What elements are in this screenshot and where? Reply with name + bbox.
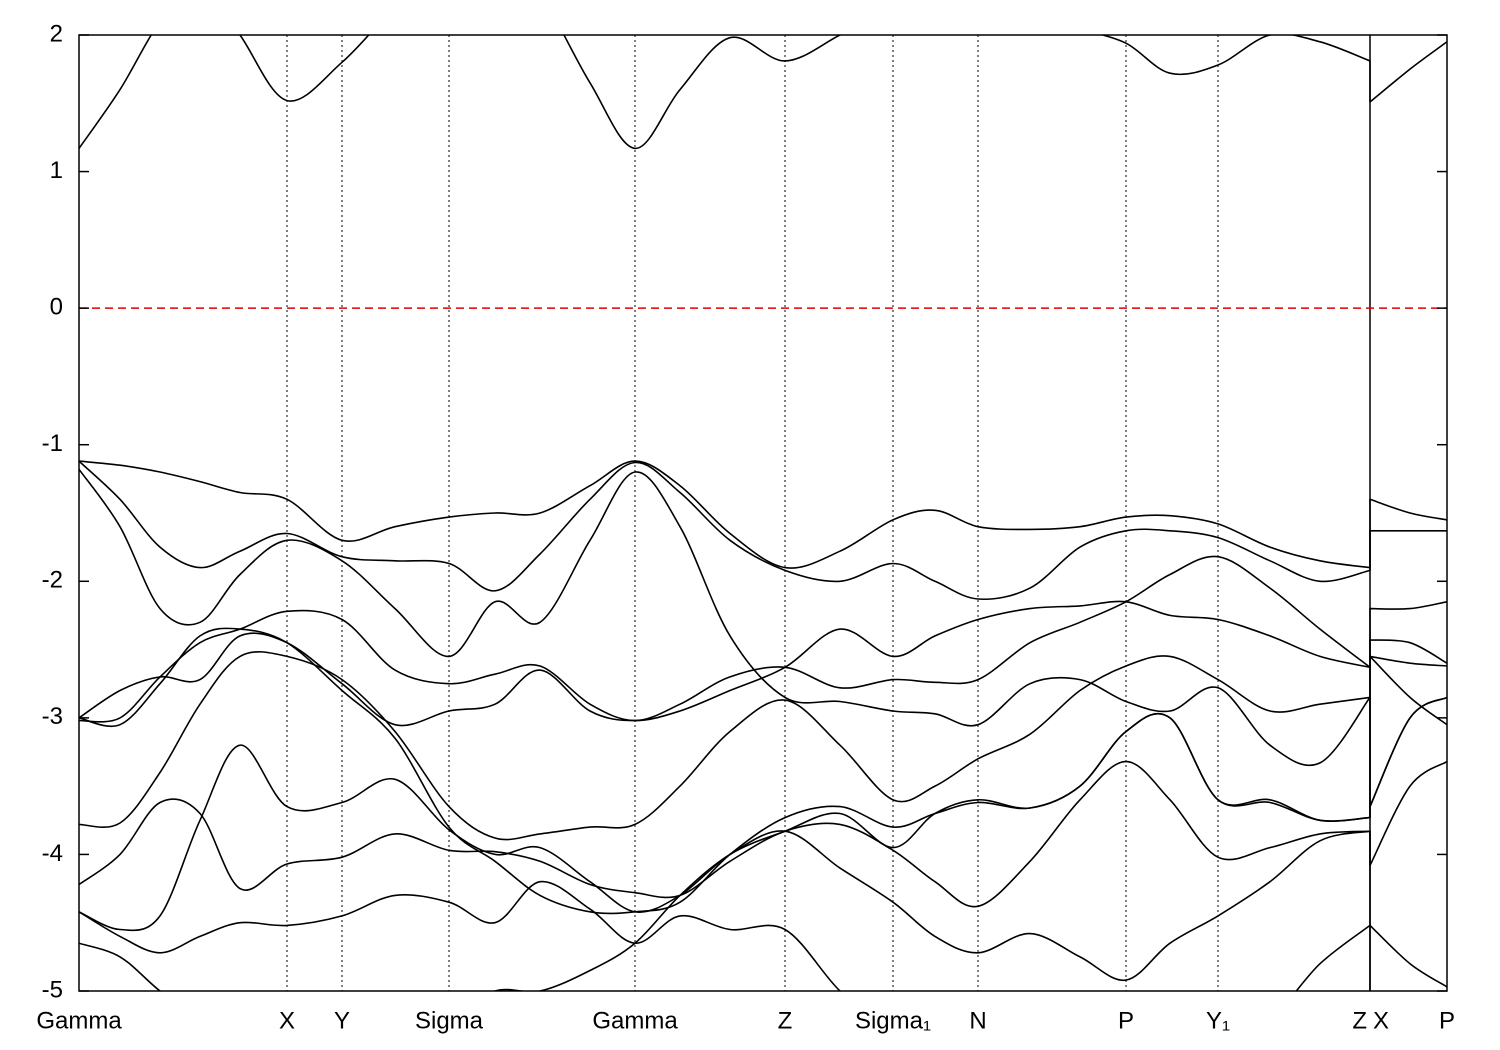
y-tick-label: 0 xyxy=(50,293,63,320)
x-tick-label: P xyxy=(1439,1007,1455,1034)
grid-layer xyxy=(79,35,1447,991)
band-line xyxy=(79,35,1447,150)
y-tick-label: -4 xyxy=(42,840,63,867)
x-tick-label: X xyxy=(279,1007,295,1034)
plot-frame xyxy=(78,34,1448,992)
x-tick-label: Gamma xyxy=(36,1007,122,1034)
x-tick-label: Z xyxy=(778,1007,793,1034)
x-tick-label: Y xyxy=(334,1007,350,1034)
band-line xyxy=(79,830,1371,991)
y-tick-label: 1 xyxy=(50,157,63,184)
x-tick-label: X xyxy=(1373,1007,1389,1034)
band-line xyxy=(79,880,1447,991)
band-line xyxy=(79,655,1447,932)
band-line xyxy=(79,760,1447,908)
band-line xyxy=(79,651,1447,841)
band-line xyxy=(79,627,1447,915)
x-tick-label: Sigma₁ xyxy=(855,1007,931,1034)
x-tick-label: P xyxy=(1118,1007,1134,1034)
x-tick-label: Z xyxy=(1352,1007,1367,1034)
y-tick-label: 2 xyxy=(50,20,63,47)
band-line xyxy=(79,468,1447,767)
band-line xyxy=(79,600,1447,727)
y-tick-label: -1 xyxy=(42,430,63,457)
x-tick-label: N xyxy=(969,1007,986,1034)
x-tick-label: Sigma xyxy=(415,1007,484,1034)
y-tick-label: -2 xyxy=(42,567,63,594)
band-line xyxy=(79,460,1447,569)
bands-layer xyxy=(79,35,1447,991)
y-tick-label: -3 xyxy=(42,703,63,730)
band-line xyxy=(79,460,1447,601)
x-tick-label: Gamma xyxy=(592,1007,678,1034)
band-line xyxy=(79,555,1447,726)
y-tick-label: -5 xyxy=(42,976,63,1003)
x-tick-label: Y₁ xyxy=(1206,1007,1230,1034)
labels-layer: -5 -4 -3 -2 -1 0 1 2 Gamma X Y Sigma Gamma Z Sigma₁ N P Y… xyxy=(36,20,1455,1034)
